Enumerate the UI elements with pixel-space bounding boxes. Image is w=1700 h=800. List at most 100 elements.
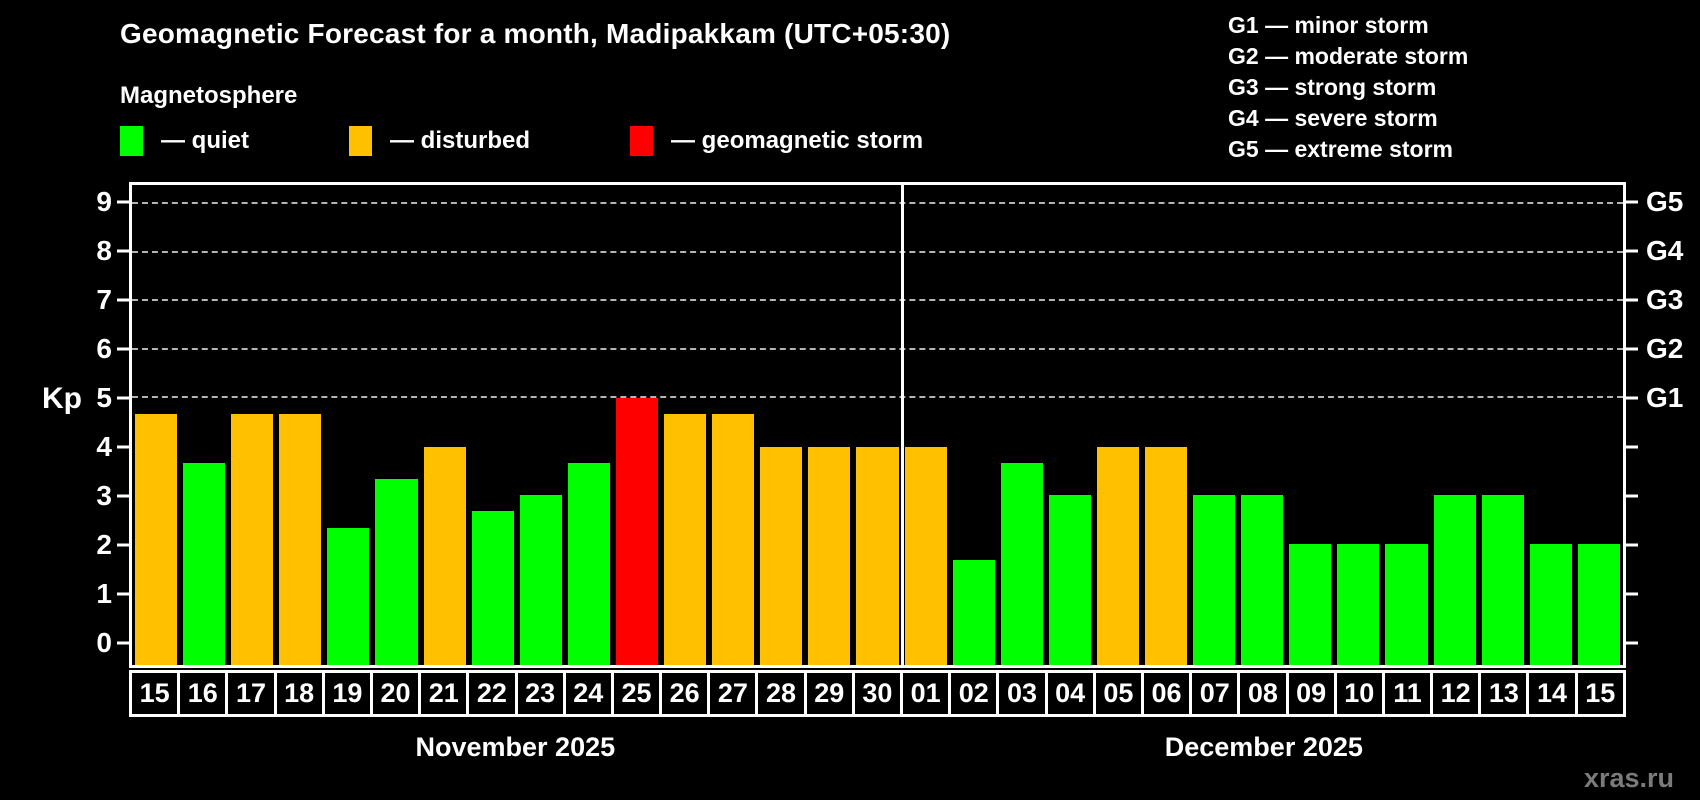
bar-slot — [1334, 185, 1382, 665]
y-axis-ticks-right — [1626, 182, 1638, 668]
y-axis-label-5: 5 — [96, 382, 112, 413]
bar-slot — [1382, 185, 1430, 665]
bar-slot — [565, 185, 613, 665]
bar-slot — [757, 185, 805, 665]
bar-slot — [276, 185, 324, 665]
kp-bar-quiet — [1048, 495, 1091, 665]
g-axis-label-G5: G5 — [1646, 185, 1684, 217]
kp-bar-disturbed — [1096, 446, 1139, 665]
date-cell: 19 — [321, 670, 373, 717]
axis-tick — [1626, 543, 1638, 547]
y-axis-label-9: 9 — [96, 185, 112, 217]
date-cell: 08 — [1237, 670, 1289, 717]
plot-area — [129, 182, 1626, 668]
date-cell: 30 — [851, 670, 903, 717]
kp-bar-quiet — [375, 479, 418, 665]
axis-tick — [117, 641, 129, 645]
g-axis-label-G4: G4 — [1646, 234, 1684, 266]
g-scale-legend: G1 — minor storm G2 — moderate storm G3 … — [1228, 10, 1468, 165]
bar-slot — [709, 185, 757, 665]
axis-tick — [117, 298, 129, 302]
date-cell: 16 — [177, 670, 229, 717]
gridline-9 — [132, 202, 1623, 205]
date-cell: 13 — [1478, 670, 1530, 717]
kp-bar-quiet — [183, 462, 226, 665]
g-axis-label-G1: G1 — [1646, 382, 1684, 413]
kp-bar-quiet — [952, 559, 995, 665]
date-cell: 04 — [1044, 670, 1096, 717]
kp-bar-disturbed — [856, 446, 899, 665]
legend-label-storm: — geomagnetic storm — [671, 127, 924, 154]
legend-label-quiet: — quiet — [161, 127, 249, 154]
gridline-6 — [132, 347, 1623, 350]
date-cell: 07 — [1189, 670, 1241, 717]
page-title: Geomagnetic Forecast for a month, Madipa… — [120, 18, 951, 49]
bar-slot — [853, 185, 901, 665]
axis-tick — [1626, 347, 1638, 351]
y-axis-label-8: 8 — [96, 234, 112, 266]
y-axis-label-2: 2 — [96, 529, 112, 561]
g-axis-label-G3: G3 — [1646, 283, 1684, 315]
date-cell: 03 — [996, 670, 1048, 717]
kp-bar-quiet — [1241, 495, 1284, 665]
bar-slot — [1238, 185, 1286, 665]
watermark: xras.ru — [1583, 763, 1674, 793]
kp-bar-quiet — [567, 462, 610, 665]
date-cell: 14 — [1526, 670, 1578, 717]
bar-slot — [132, 185, 180, 665]
date-cell: 29 — [803, 670, 855, 717]
axis-tick — [117, 396, 129, 400]
axis-tick — [1626, 298, 1638, 302]
date-cell: 01 — [900, 670, 952, 717]
gridline-7 — [132, 299, 1623, 302]
g-axis-labels: G1 G2 G3 G4 G5 — [1646, 182, 1700, 668]
date-cell: 11 — [1381, 670, 1434, 717]
legend-item-disturbed: — disturbed — [349, 126, 530, 156]
month-labels: November 2025 December 2025 — [129, 732, 1626, 763]
date-cell: 23 — [514, 670, 566, 717]
y-axis-label-6: 6 — [96, 332, 112, 364]
kp-bar-quiet — [1385, 543, 1428, 665]
date-cell: 15 — [1574, 670, 1626, 717]
axis-tick — [1626, 641, 1638, 645]
bar-slot — [469, 185, 517, 665]
bar-slot — [421, 185, 469, 665]
bar-slot — [1286, 185, 1334, 665]
axis-tick — [1626, 592, 1638, 596]
date-cell: 26 — [659, 670, 711, 717]
kp-bar-disturbed — [760, 446, 803, 665]
date-cell: 21 — [418, 670, 470, 717]
kp-bar-quiet — [1337, 543, 1380, 665]
kp-bar-disturbed — [1144, 446, 1188, 665]
date-cell: 20 — [369, 670, 422, 717]
date-cell: 18 — [273, 670, 325, 717]
status-legend: — quiet — disturbed — geomagnetic storm — [120, 126, 923, 156]
kp-bar-quiet — [1529, 543, 1572, 665]
bar-slot — [805, 185, 853, 665]
axis-tick — [1626, 445, 1638, 449]
gridline-8 — [132, 250, 1623, 253]
month-label-november: November 2025 — [415, 732, 616, 762]
date-cell: 22 — [466, 670, 518, 717]
legend-item-storm: — geomagnetic storm — [630, 126, 923, 156]
bars — [132, 185, 1623, 665]
legend-label-disturbed: — disturbed — [390, 127, 531, 154]
date-axis: 15 16 17 18 19 20 21 22 23 24 25 26 27 28 29 30 01 02 03 04… — [129, 670, 1626, 717]
quiet-swatch-icon — [120, 126, 143, 156]
month-label-december: December 2025 — [1164, 732, 1363, 762]
bar-slot — [613, 185, 661, 665]
date-cell: 25 — [610, 670, 663, 717]
kp-bar-quiet — [471, 511, 514, 665]
kp-bar-disturbed — [135, 414, 178, 665]
axis-tick — [1626, 200, 1638, 204]
date-cell: 12 — [1430, 670, 1482, 717]
kp-bar-quiet — [1193, 495, 1236, 665]
date-cell: 05 — [1092, 670, 1144, 717]
y-axis-title: Kp — [42, 382, 82, 415]
y-axis-label-1: 1 — [96, 578, 112, 610]
y-axis-label-7: 7 — [96, 283, 112, 315]
y-axis-label-4: 4 — [96, 431, 112, 463]
kp-bar-disturbed — [712, 414, 755, 665]
bar-slot — [1575, 185, 1623, 665]
chart-subtitle: Magnetosphere — [120, 82, 298, 109]
